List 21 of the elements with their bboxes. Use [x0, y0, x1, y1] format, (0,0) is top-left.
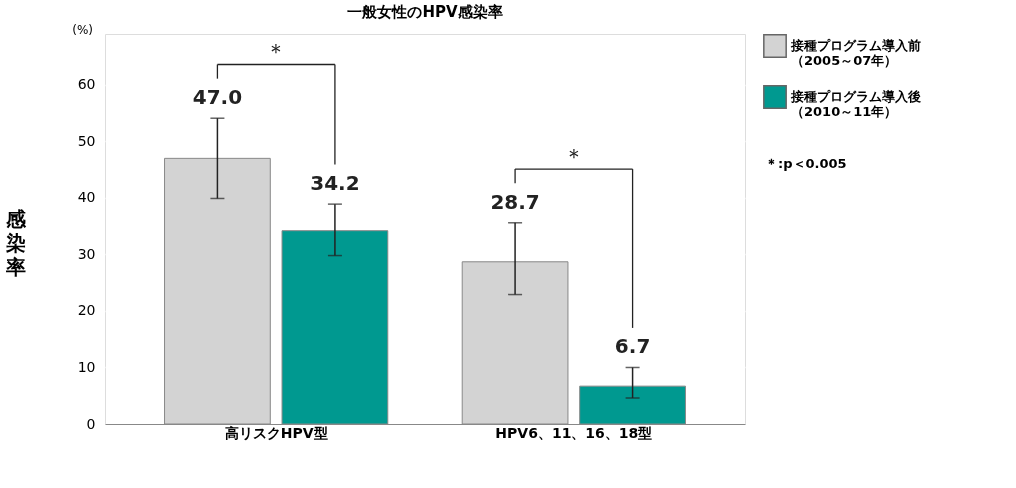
y-tick-label: 20	[77, 302, 96, 319]
chart-title: 一般女性のHPV感染率	[347, 3, 503, 21]
x-tick-label: HPV6、11、16、18型	[495, 424, 653, 441]
legend-label: 接種プログラム導入前（2005～07年）	[790, 38, 921, 68]
text: (%)	[72, 23, 93, 37]
data-label: 34.2	[310, 171, 360, 196]
x-tick-label: 高リスクHPV型	[224, 424, 328, 441]
annotation: ＊	[562, 143, 585, 169]
y-tick-label: 40	[77, 189, 96, 206]
legend-label: 接種プログラム導入後（2010～11年）	[790, 89, 921, 119]
text: ＊:p＜0.005	[765, 156, 847, 171]
y-axis-title: 感染率	[4, 206, 27, 279]
y-tick-label: 60	[77, 76, 96, 93]
y-tick-label: 0	[86, 415, 96, 432]
data-label: 47.0	[192, 85, 243, 110]
data-label: 6.7	[614, 334, 651, 359]
y-tick-label: 10	[77, 358, 96, 375]
y-tick-label: 50	[77, 132, 96, 149]
annotation: ＊	[265, 39, 288, 65]
y-tick-label: 30	[77, 245, 96, 262]
data-label: 28.7	[490, 189, 540, 214]
